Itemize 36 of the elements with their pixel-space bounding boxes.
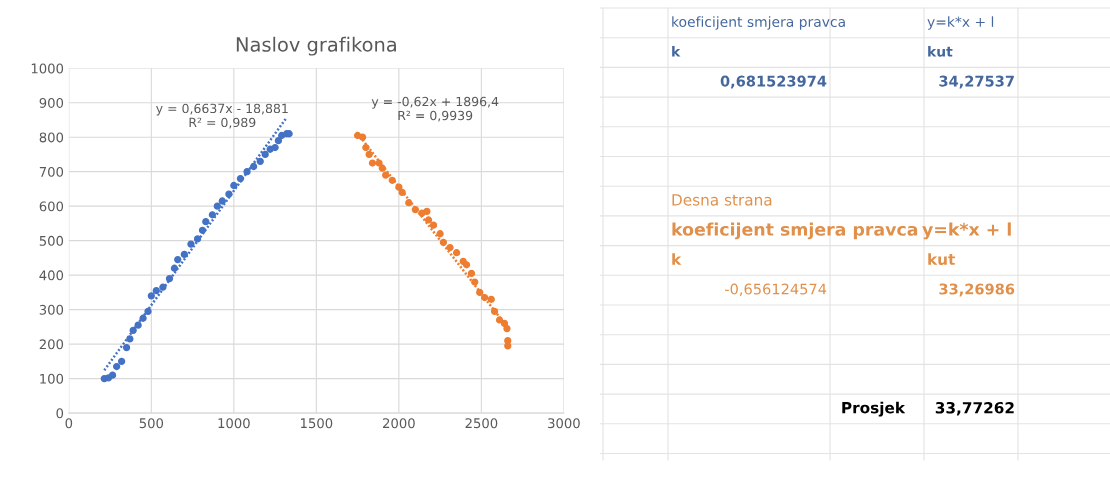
annotation: y = -0,62x + 1896,4 R² = 0,9939	[371, 96, 499, 122]
text: koeficijent smjera pravca	[672, 222, 918, 240]
x-tick-label: 1000	[218, 418, 250, 429]
text: 33,77262	[935, 401, 1014, 416]
text: koeficijent smjera pravca	[672, 16, 845, 30]
x-tick-label: 1500	[301, 418, 333, 429]
x-tick-label: 3000	[548, 418, 580, 429]
y-tick-label: 1000	[31, 63, 64, 74]
text: k	[672, 45, 681, 57]
y-tick-label: 300	[39, 304, 64, 315]
text: k	[672, 253, 682, 265]
text: y=k*x + l	[927, 16, 994, 30]
text: 33,26986	[939, 283, 1015, 297]
x-tick-label: 0	[65, 418, 73, 429]
y-tick-label: 200	[39, 339, 64, 350]
x-tick-label: 500	[139, 418, 164, 429]
y-tick-label: 600	[39, 201, 64, 212]
text: kut	[928, 253, 955, 266]
text: Prosjek	[842, 401, 906, 417]
y-tick-label: 800	[39, 132, 64, 143]
text: 34,27537	[939, 75, 1014, 89]
y-tick-label: 500	[39, 235, 64, 246]
x-tick-label: 2000	[383, 418, 415, 429]
y-tick-label: 400	[39, 270, 64, 281]
text: -0,656124574	[725, 283, 827, 297]
x-tick-label: 2500	[465, 418, 498, 429]
text: y=k*x + l	[922, 222, 1011, 240]
y-tick-label: 0	[56, 408, 64, 419]
chart-title: Naslov grafikona	[236, 36, 396, 56]
text: Desna strana	[672, 194, 772, 206]
y-tick-label: 100	[40, 373, 64, 384]
annotation: y = 0,6637x - 18,881 R² = 0,989	[156, 103, 288, 129]
y-tick-label: 900	[39, 97, 64, 108]
y-tick-label: 700	[39, 166, 64, 177]
text: 0,681523974	[720, 75, 827, 89]
text: kut	[928, 45, 953, 57]
